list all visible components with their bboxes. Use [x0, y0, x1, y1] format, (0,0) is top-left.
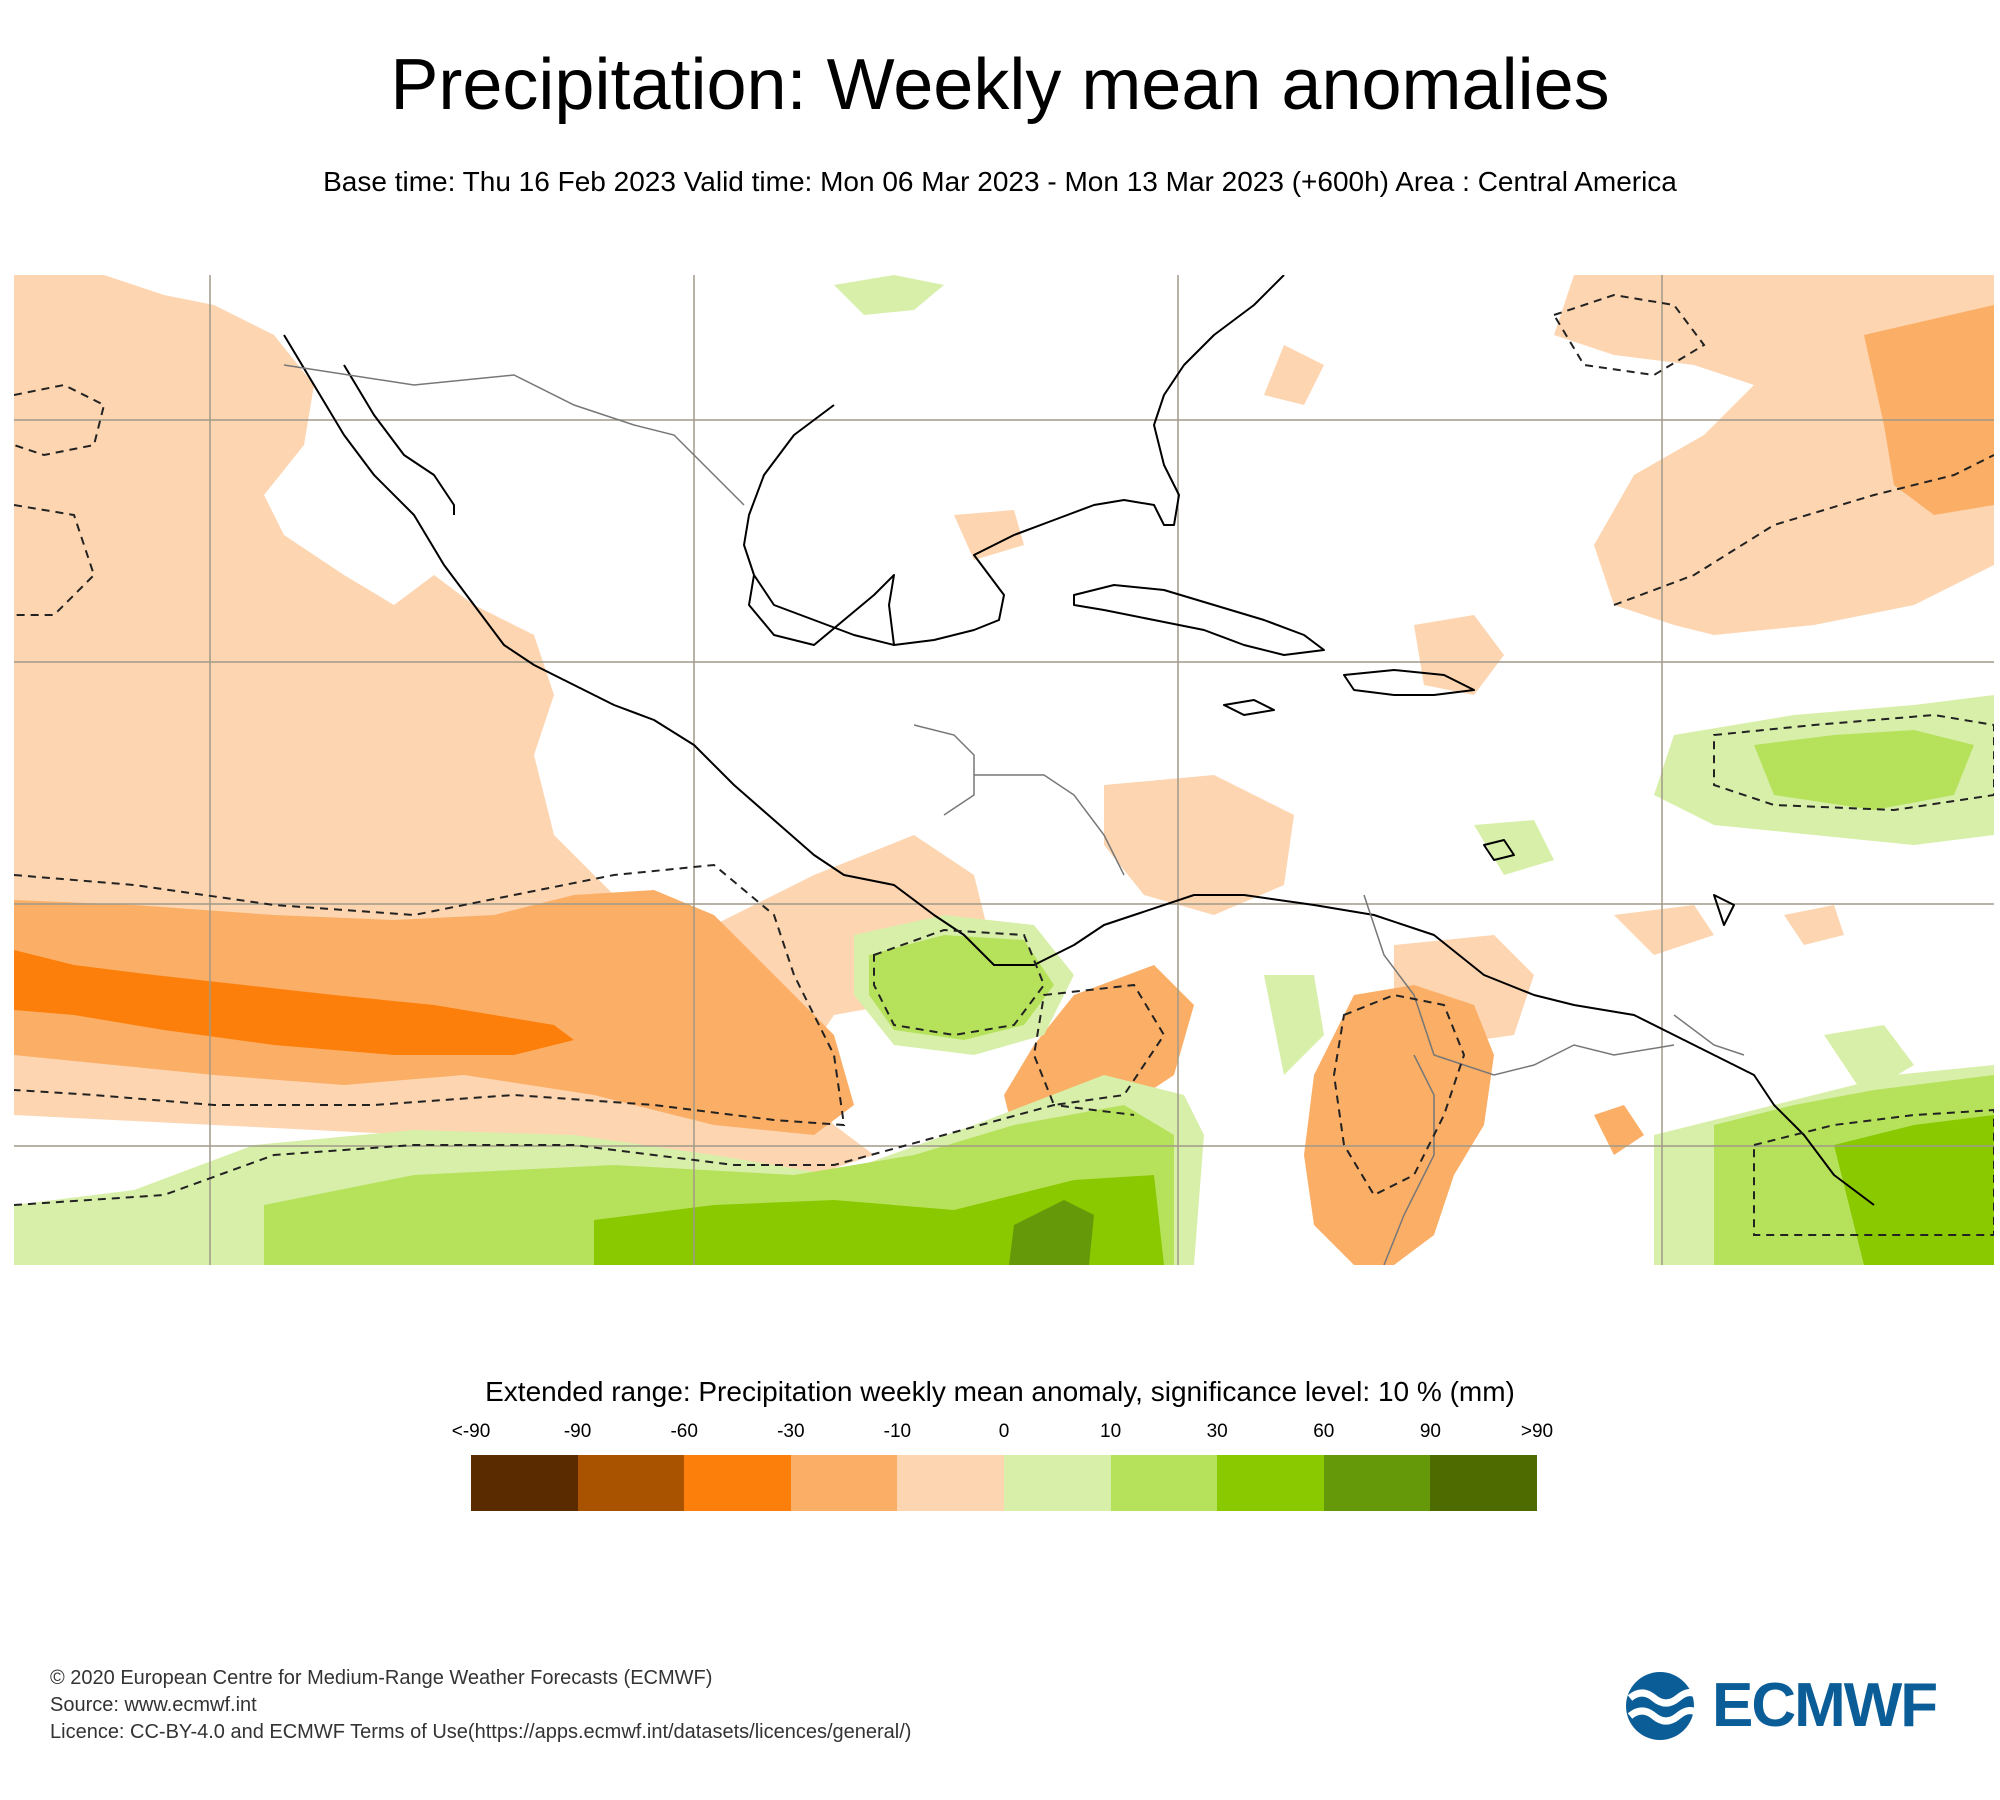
- legend-tick-label: -90: [563, 1421, 592, 1442]
- legend-tick-labels: <-90 -90 -60 -30 -10 0 10 30 60 90 >90: [452, 1420, 1553, 1444]
- legend-tick-label: 30: [1206, 1421, 1228, 1442]
- legend-tick-label: <-90: [451, 1421, 491, 1442]
- legend-swatch: [897, 1455, 1004, 1511]
- legend-color-bar: [471, 1455, 1537, 1511]
- legend-swatch: [1323, 1455, 1431, 1511]
- precipitation-anomaly-map: [14, 275, 1994, 1265]
- legend-tick-label: 90: [1419, 1421, 1441, 1442]
- legend-tick-label: -60: [670, 1421, 698, 1442]
- legend-swatch: [1110, 1455, 1218, 1511]
- ecmwf-logo: ECMWF: [1622, 1670, 1962, 1742]
- significance-contours: [14, 293, 1994, 1236]
- legend-swatch: [790, 1455, 898, 1511]
- legend-tick-label: 60: [1313, 1421, 1335, 1442]
- chart-subtitle: Base time: Thu 16 Feb 2023 Valid time: M…: [323, 166, 1677, 197]
- legend-swatch: [471, 1455, 578, 1511]
- legend-swatch: [1430, 1455, 1537, 1511]
- legend-swatch: [684, 1455, 791, 1511]
- legend-tick-label: -30: [777, 1421, 805, 1442]
- country-borders: [283, 364, 1745, 1265]
- legend-swatch: [1217, 1455, 1324, 1511]
- legend-swatch: [577, 1455, 685, 1511]
- anomaly-dark-green: [1009, 1200, 1094, 1265]
- legend-swatch: [1003, 1455, 1111, 1511]
- anomaly-strong-orange: [14, 950, 574, 1055]
- footer: © 2020 European Centre for Medium-Range …: [50, 1665, 911, 1746]
- legend-title: Extended range: Precipitation weekly mea…: [485, 1376, 1515, 1407]
- footer-licence: Licence: CC-BY-4.0 and ECMWF Terms of Us…: [50, 1721, 912, 1743]
- anomaly-mid-orange: [14, 305, 1994, 1265]
- ecmwf-logo-text: ECMWF: [1712, 1671, 1938, 1740]
- ecmwf-logo-icon: [1626, 1672, 1701, 1740]
- legend-tick-label: 10: [1100, 1421, 1122, 1442]
- chart-title: Precipitation: Weekly mean anomalies: [390, 45, 1610, 125]
- coastlines: [283, 275, 1875, 1206]
- legend-tick-label: -10: [883, 1421, 912, 1442]
- map-grid: [14, 275, 1994, 1265]
- footer-copyright: © 2020 European Centre for Medium-Range …: [50, 1667, 713, 1689]
- footer-source: Source: www.ecmwf.int: [50, 1694, 257, 1716]
- legend-tick-label: >90: [1520, 1421, 1554, 1442]
- legend-tick-label: 0: [998, 1421, 1010, 1442]
